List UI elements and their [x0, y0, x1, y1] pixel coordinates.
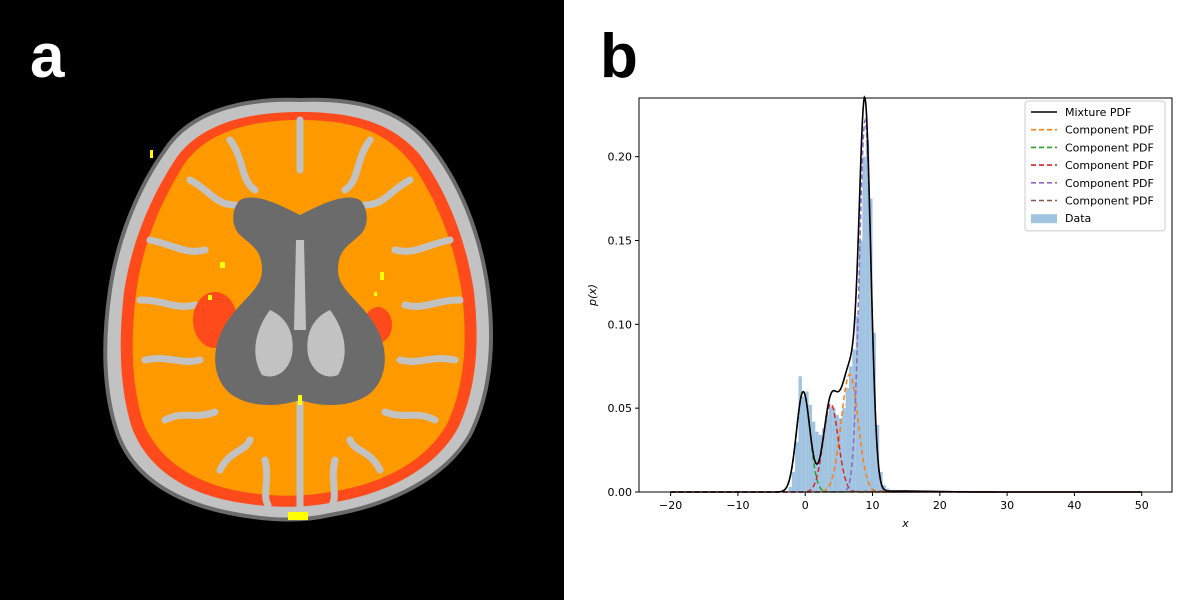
histogram-bar-13: [832, 408, 836, 492]
y-tick-label-0: 0.00: [608, 486, 633, 499]
histogram-bar-18: [848, 366, 853, 492]
septum: [294, 240, 306, 330]
histogram-bar-17: [845, 388, 849, 492]
histogram-bar-10: [822, 428, 826, 492]
legend: Mixture PDF Component PDF Component PDF Com…: [1024, 100, 1166, 232]
histogram-bar-21: [859, 240, 863, 492]
y-tick-label-4: 0.20: [608, 151, 633, 164]
thalamus-left: [255, 310, 293, 377]
y-tick-label-2: 0.10: [608, 318, 633, 331]
x-axis-label: x: [901, 517, 909, 530]
x-tick-label-2: 0: [802, 499, 809, 512]
x-axis-ticks: −20 −10 0 10 20 30 40 50: [659, 492, 1149, 512]
histogram-bar-16: [842, 408, 846, 492]
x-tick-label-0: −20: [659, 499, 682, 512]
legend-label-6: Data: [1065, 212, 1091, 225]
y-tick-label-3: 0.15: [608, 235, 633, 248]
legend-label-2: Component PDF: [1065, 141, 1154, 154]
legend-label-5: Component PDF: [1065, 195, 1154, 208]
panel-letter-a: a: [30, 22, 65, 91]
histogram-bar-22: [862, 156, 866, 492]
sulci: [136, 116, 464, 514]
plot-frame: [638, 97, 1173, 493]
histogram-bar-19: [852, 349, 856, 492]
legend-box: [1024, 100, 1166, 232]
histogram-bar-1: [791, 471, 796, 492]
legend-swatch-6: [1031, 214, 1057, 224]
yellow-specks: [150, 150, 384, 520]
histogram-bar-6: [808, 404, 812, 492]
x-tick-label-3: 10: [866, 499, 880, 512]
component-curve-1: [670, 373, 1142, 493]
histogram-bar-5: [805, 391, 809, 492]
legend-label-0: Mixture PDF: [1065, 106, 1131, 119]
histogram-bar-24: [869, 198, 873, 492]
thalamus-right: [307, 310, 345, 377]
legend-label-1: Component PDF: [1065, 124, 1154, 137]
brain-segmentation-image: [103, 97, 493, 522]
brain-slice: [103, 97, 493, 522]
y-axis-ticks: 0.00 0.05 0.10 0.15 0.20: [608, 151, 639, 499]
histogram-bar-8: [815, 431, 819, 492]
y-tick-label-1: 0.05: [608, 402, 633, 415]
x-tick-label-4: 20: [933, 499, 947, 512]
panel-letter-b: b: [600, 22, 638, 91]
mixture-pdf-chart: −20 −10 0 10 20 30 40 50 0.00 0.05 0.10 0.15 0.20 x…: [586, 95, 1173, 530]
legend-label-3: Component PDF: [1065, 159, 1154, 172]
histogram-bar-4: [801, 396, 806, 492]
histogram-bar-25: [872, 332, 876, 492]
x-tick-label-6: 40: [1067, 499, 1081, 512]
histogram-bar-2: [795, 441, 799, 492]
panel-b-mixture-plot: b −20 −10 0 10 20 30 40 50 0.00 0.05 0.10 0.15 0.20…: [564, 0, 1200, 600]
component-curve-2: [670, 390, 1142, 493]
y-axis-label: p(x): [586, 284, 599, 307]
histogram-bar-23: [865, 139, 870, 492]
x-tick-label-1: −10: [726, 499, 749, 512]
x-tick-label-7: 50: [1135, 499, 1149, 512]
panel-a-brain-segmentation: a: [0, 0, 564, 600]
histogram-bar-20: [855, 315, 860, 492]
histogram-bar-11: [825, 414, 829, 492]
component-curve-3: [670, 402, 1142, 493]
legend-label-4: Component PDF: [1065, 177, 1154, 190]
histogram-bar-0: [788, 486, 792, 492]
histogram-bar-12: [828, 406, 833, 492]
histogram-bar-3: [798, 376, 802, 492]
x-tick-label-5: 30: [1000, 499, 1014, 512]
